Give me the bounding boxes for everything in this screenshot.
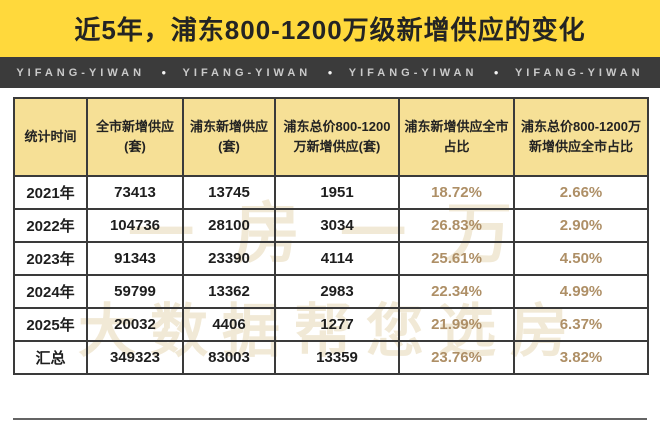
table-cell: 13362 (182, 274, 276, 309)
table-cell: 2.66% (513, 175, 649, 210)
table-row: 汇总 349323 83003 13359 23.76% 3.82% (13, 340, 649, 375)
table-row: 2022年 104736 28100 3034 26.83% 2.90% (13, 208, 649, 243)
table-cell: 21.99% (398, 307, 515, 342)
brand-text: YIFANG-YIWAN (16, 66, 146, 79)
table-cell: 3034 (274, 208, 400, 243)
table-cell: 2983 (274, 274, 400, 309)
supply-table: 统计时间 全市新增供应(套) 浦东新增供应(套) 浦东总价800-1200万新增供应(… (13, 97, 649, 375)
table-cell: 91343 (86, 241, 184, 276)
header-cell: 全市新增供应(套) (86, 97, 184, 177)
table-row: 2021年 73413 13745 1951 18.72% 2.66% (13, 175, 649, 210)
table-card: 一房一万 大数据帮您选房 统计时间 全市新增供应(套) 浦东新增供应(套) 浦东总价8… (0, 88, 660, 431)
row-label-cell: 2025年 (13, 307, 88, 342)
dot-separator: ● (493, 68, 499, 77)
row-label-cell: 2023年 (13, 241, 88, 276)
title-band: 近5年，浦东800-1200万级新增供应的变化 (0, 0, 660, 57)
table-cell: 22.34% (398, 274, 515, 309)
bottom-divider (13, 418, 647, 420)
table-cell: 4114 (274, 241, 400, 276)
header-cell: 浦东总价800-1200万新增供应全市占比 (513, 97, 649, 177)
table-cell: 20032 (86, 307, 184, 342)
brand-text: YIFANG-YIWAN (348, 66, 478, 79)
table-cell: 1277 (274, 307, 400, 342)
table-cell: 26.83% (398, 208, 515, 243)
header-row: 统计时间 全市新增供应(套) 浦东新增供应(套) 浦东总价800-1200万新增供应(… (13, 97, 649, 177)
brand-text: YIFANG-YIWAN (182, 66, 312, 79)
table-cell: 28100 (182, 208, 276, 243)
table-cell: 83003 (182, 340, 276, 375)
table-body: 2021年 73413 13745 1951 18.72% 2.66% 2022年 10473… (13, 175, 649, 375)
table-cell: 73413 (86, 175, 184, 210)
header-cell: 浦东新增供应(套) (182, 97, 276, 177)
table-cell: 4406 (182, 307, 276, 342)
table-cell: 23.76% (398, 340, 515, 375)
table-cell: 104736 (86, 208, 184, 243)
table-cell: 4.99% (513, 274, 649, 309)
header-cell: 浦东总价800-1200万新增供应(套) (274, 97, 400, 177)
table-cell: 4.50% (513, 241, 649, 276)
table-row: 2023年 91343 23390 4114 25.61% 4.50% (13, 241, 649, 276)
dot-separator: ● (327, 68, 333, 77)
table-cell: 18.72% (398, 175, 515, 210)
page-title: 近5年，浦东800-1200万级新增供应的变化 (74, 15, 586, 45)
table-cell: 13745 (182, 175, 276, 210)
header-cell: 统计时间 (13, 97, 88, 177)
table-row: 2025年 20032 4406 1277 21.99% 6.37% (13, 307, 649, 342)
table-cell: 6.37% (513, 307, 649, 342)
row-label-cell: 汇总 (13, 340, 88, 375)
table-cell: 2.90% (513, 208, 649, 243)
table-cell: 23390 (182, 241, 276, 276)
table-cell: 349323 (86, 340, 184, 375)
row-label-cell: 2022年 (13, 208, 88, 243)
table-cell: 13359 (274, 340, 400, 375)
brand-text: YIFANG-YIWAN (514, 66, 644, 79)
table-row: 2024年 59799 13362 2983 22.34% 4.99% (13, 274, 649, 309)
dot-separator: ● (161, 68, 167, 77)
row-label-cell: 2021年 (13, 175, 88, 210)
brand-bar: YIFANG-YIWAN ● YIFANG-YIWAN ● YIFANG-YIWAN ● Y… (0, 57, 660, 88)
table-cell: 3.82% (513, 340, 649, 375)
row-label-cell: 2024年 (13, 274, 88, 309)
table-cell: 1951 (274, 175, 400, 210)
table-cell: 25.61% (398, 241, 515, 276)
header-cell: 浦东新增供应全市占比 (398, 97, 515, 177)
table-cell: 59799 (86, 274, 184, 309)
